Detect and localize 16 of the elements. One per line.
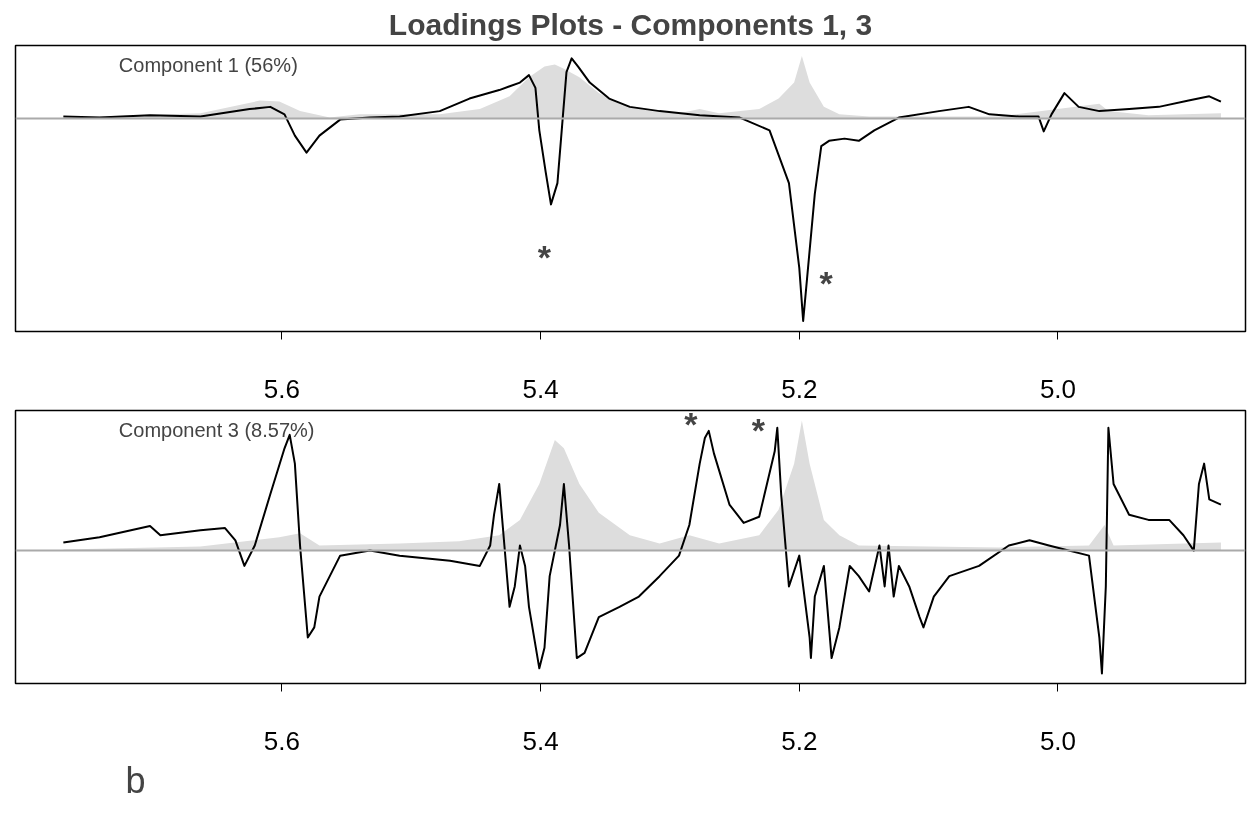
annotation: *	[751, 410, 766, 449]
annotation: *	[684, 405, 699, 444]
x-tick-label: 5.0	[1039, 373, 1077, 404]
annotation: Component 1 (56%)	[118, 54, 298, 77]
x-tick-label: 5.4	[522, 725, 559, 756]
x-tick-label: 5.0	[1039, 725, 1077, 756]
chart-title: Loadings Plots - Components 1, 3	[388, 7, 873, 41]
x-tick-label: 5.4	[522, 373, 559, 404]
x-tick-label: 5.6	[263, 725, 301, 756]
annotation: *	[819, 263, 834, 302]
text: b	[125, 759, 146, 801]
x-tick-label: 5.6	[263, 373, 301, 404]
x-tick-label: 5.2	[781, 725, 818, 756]
annotation: *	[537, 238, 552, 277]
x-tick-label: 5.2	[781, 373, 818, 404]
annotation: Component 3 (8.57%)	[118, 418, 315, 441]
